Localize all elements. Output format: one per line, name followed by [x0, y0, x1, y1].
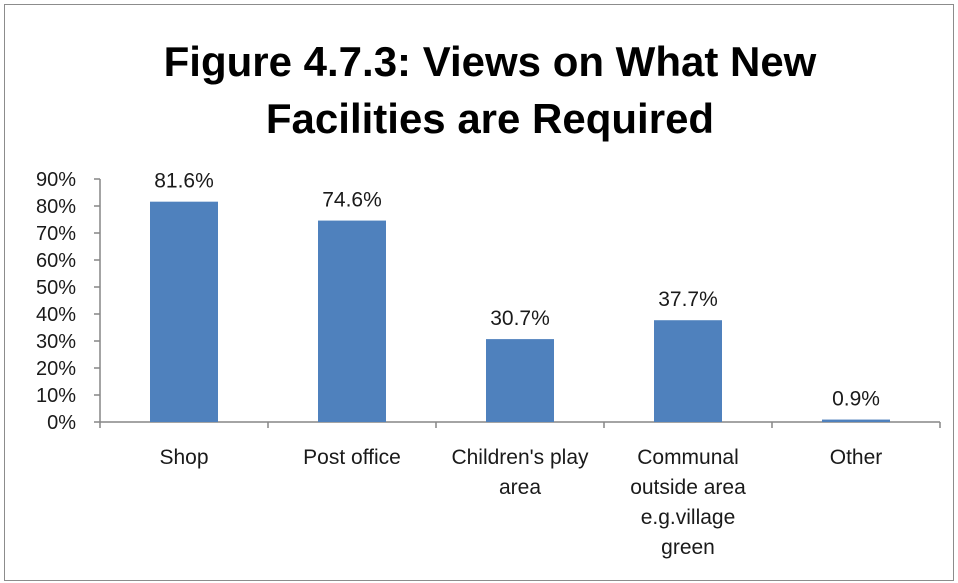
data-label: 0.9% — [832, 388, 880, 411]
x-category-label: Shop — [159, 446, 208, 469]
bar — [654, 320, 722, 422]
x-category-label: Post office — [303, 446, 401, 469]
x-category-label-line: outside area — [630, 476, 746, 499]
x-category-label-line: area — [499, 476, 541, 499]
bar — [486, 339, 554, 422]
x-category-label: Children's play area — [451, 446, 589, 499]
y-tick-label: 60% — [36, 250, 76, 272]
chart-bars — [150, 201, 890, 422]
x-category-label-line: Shop — [159, 446, 208, 469]
x-category-label-line: e.g.village — [641, 506, 736, 529]
x-category-label-line: Post office — [303, 446, 401, 469]
bar — [318, 220, 386, 422]
chart-title-line-2: Facilities are Required — [266, 95, 714, 142]
bar — [150, 201, 218, 422]
y-tick-label: 40% — [36, 304, 76, 326]
y-tick-label: 90% — [36, 169, 76, 191]
x-category-label-line: green — [661, 536, 715, 559]
data-label: 81.6% — [154, 170, 214, 193]
y-tick-label: 20% — [36, 358, 76, 380]
chart-axes: 0% 10% 20% 30% 40% 50% 60% 70% 80% 90% — [36, 169, 941, 434]
data-label: 74.6% — [322, 189, 382, 212]
bar — [822, 419, 890, 422]
data-label: 30.7% — [490, 307, 550, 330]
x-category-label-line: Other — [830, 446, 883, 469]
y-tick-label: 50% — [36, 277, 76, 299]
x-category-label: Communal outside area e.g.village green — [630, 446, 746, 559]
chart-labels: 81.6% Shop 74.6% Post office 30.7% Children's… — [154, 170, 882, 559]
y-tick-label: 0% — [47, 412, 76, 434]
data-label: 37.7% — [658, 288, 718, 311]
y-tick-label: 10% — [36, 385, 76, 407]
y-tick-label: 70% — [36, 223, 76, 245]
y-tick-label: 80% — [36, 196, 76, 218]
y-tick-label: 30% — [36, 331, 76, 353]
x-category-label-line: Communal — [637, 446, 739, 469]
x-category-label-line: Children's play — [451, 446, 589, 469]
chart-title-line-1: Figure 4.7.3: Views on What New — [164, 38, 817, 85]
x-category-label: Other — [830, 446, 883, 469]
